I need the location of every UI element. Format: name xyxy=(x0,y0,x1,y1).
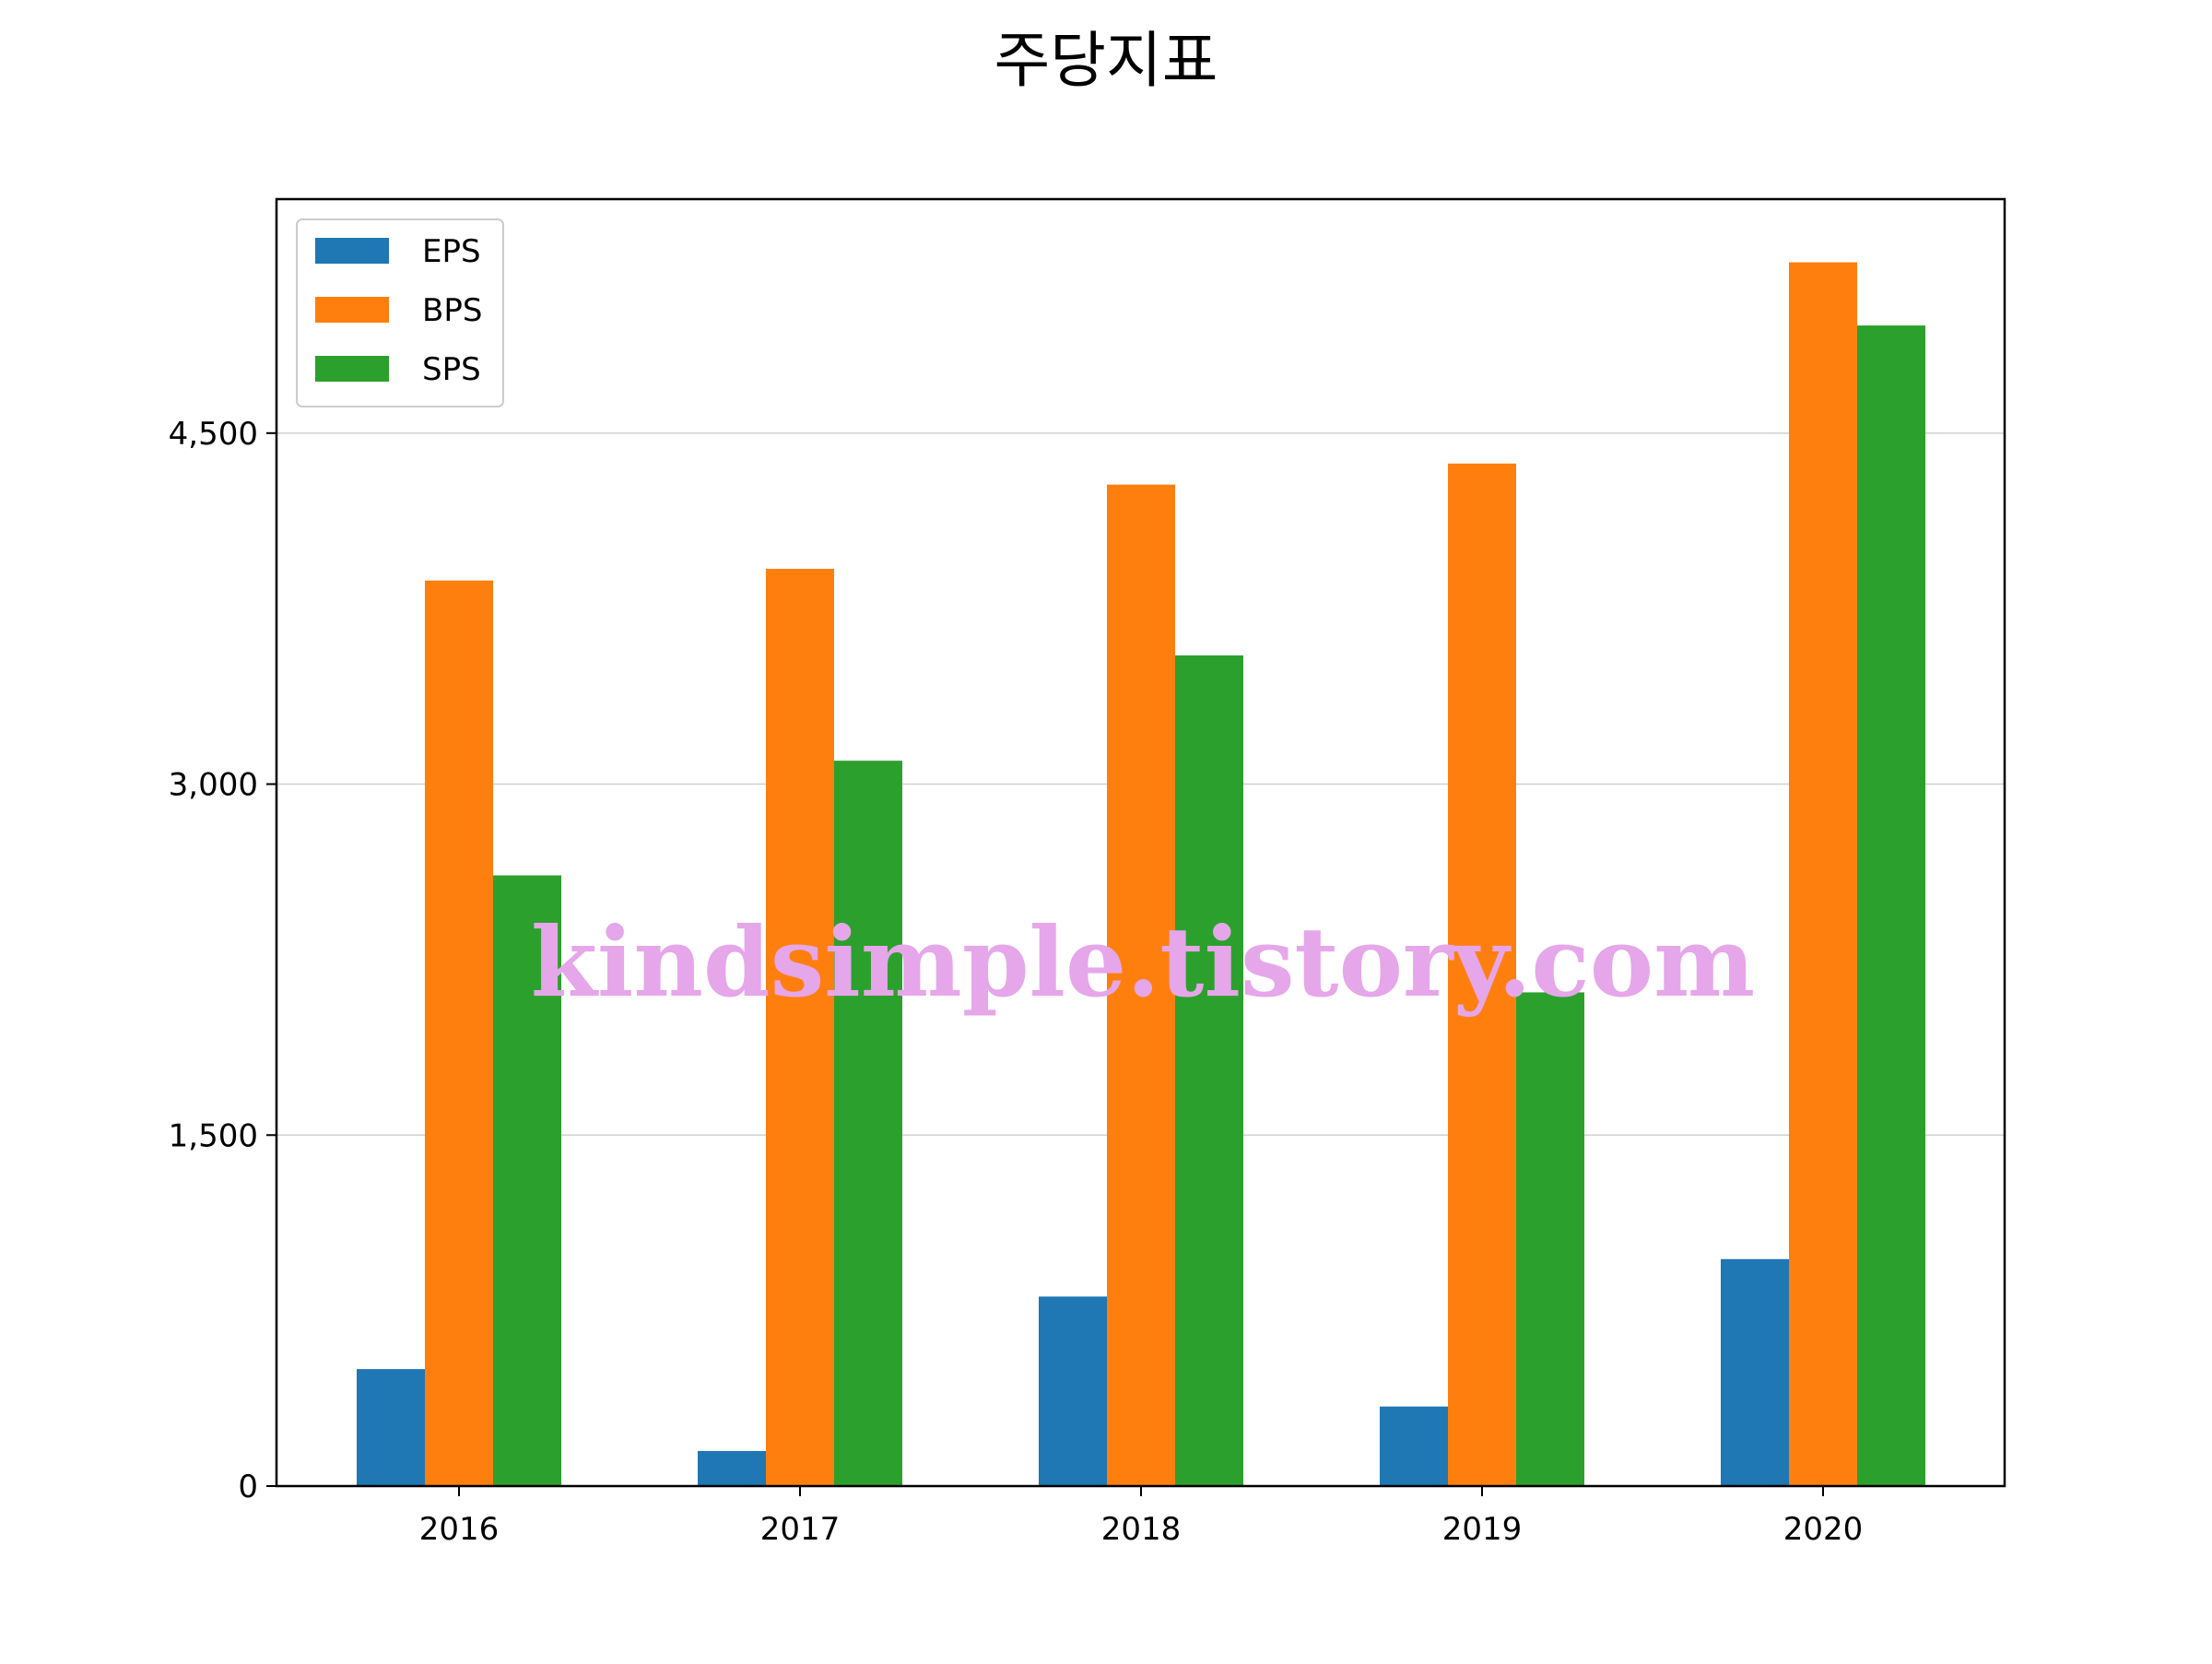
bar-bps-2020 xyxy=(1789,262,1857,1487)
bar-sps-2019 xyxy=(1516,992,1584,1486)
bar-bps-2016 xyxy=(425,580,493,1486)
bar-eps-2018 xyxy=(1039,1296,1107,1486)
x-tick-label: 2019 xyxy=(1442,1511,1523,1548)
legend: EPS BPS SPS xyxy=(296,218,504,407)
bar-sps-2018 xyxy=(1175,655,1243,1486)
y-tick-label: 1,500 xyxy=(169,1117,258,1154)
bar-sps-2016 xyxy=(493,875,561,1486)
y-tick-label: 3,000 xyxy=(169,767,258,804)
bar-sps-2020 xyxy=(1857,325,1925,1487)
bar-eps-2019 xyxy=(1380,1406,1448,1486)
x-tick-label: 2018 xyxy=(1101,1511,1182,1548)
bars xyxy=(357,262,1925,1487)
legend-label-bps: BPS xyxy=(422,292,482,329)
legend-swatch-bps xyxy=(315,297,389,323)
x-tick-label: 2020 xyxy=(1783,1511,1864,1548)
bar-eps-2017 xyxy=(698,1450,766,1486)
bar-eps-2016 xyxy=(357,1369,425,1486)
bar-bps-2017 xyxy=(766,569,834,1486)
bar-bps-2018 xyxy=(1107,484,1175,1486)
legend-swatch-sps xyxy=(315,356,389,382)
legend-swatch-eps xyxy=(315,238,389,264)
bar-bps-2019 xyxy=(1448,463,1516,1486)
watermark-text: kindsimple.tistory.com xyxy=(531,905,1755,1019)
x-tick-label: 2017 xyxy=(760,1511,841,1548)
chart-title: 주당지표 xyxy=(994,25,1218,96)
legend-label-eps: EPS xyxy=(422,233,481,270)
axes: 0 1,500 3,000 4,500 2016 2017 2018 2019 2020 xyxy=(169,416,1864,1548)
x-tick-label: 2016 xyxy=(419,1511,500,1548)
bar-sps-2017 xyxy=(834,761,902,1486)
bar-eps-2020 xyxy=(1721,1258,1789,1486)
y-tick-label: 0 xyxy=(238,1469,258,1505)
legend-label-sps: SPS xyxy=(422,351,481,388)
y-tick-label: 4,500 xyxy=(169,416,258,453)
